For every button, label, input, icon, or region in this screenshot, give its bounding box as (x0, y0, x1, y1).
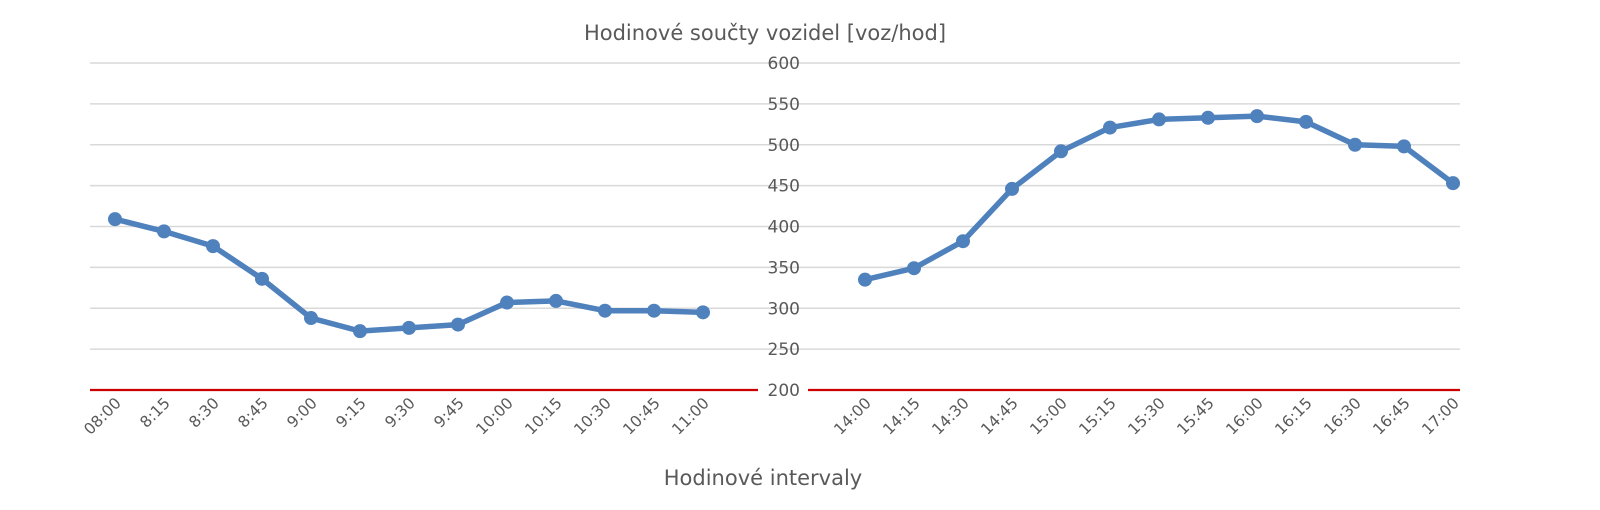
data-point (1054, 144, 1068, 159)
data-point (1250, 109, 1264, 124)
x-tick-label: 10:15 (522, 394, 566, 438)
x-tick-label: 8:30 (185, 394, 222, 431)
data-point (206, 239, 220, 254)
series-line-segment-2 (862, 113, 1456, 283)
x-tick-label: 14:30 (929, 394, 973, 438)
data-point (108, 212, 122, 227)
data-point (1005, 181, 1019, 196)
data-point (1152, 112, 1166, 127)
x-tick-label: 14:15 (880, 394, 924, 438)
data-point (1201, 110, 1215, 125)
y-tick-label: 400 (768, 218, 800, 238)
data-point (157, 224, 171, 239)
data-point (255, 271, 269, 286)
x-tick-label: 10:00 (473, 394, 517, 438)
y-tick-label: 550 (768, 95, 800, 115)
x-tick-label: 9:45 (430, 394, 467, 431)
y-tick-label: 200 (768, 381, 800, 401)
x-tick-label: 9:30 (381, 394, 418, 431)
x-tick-label: 16:30 (1321, 394, 1365, 438)
x-tick-label: 08:00 (81, 394, 125, 438)
x-tick-label: 16:15 (1272, 394, 1316, 438)
x-tick-label: 17:00 (1419, 394, 1463, 438)
x-tick-label: 14:45 (978, 394, 1022, 438)
y-tick-label: 300 (768, 299, 800, 319)
y-tick-label: 600 (768, 54, 800, 74)
x-tick-label: 10:30 (571, 394, 615, 438)
data-point (304, 311, 318, 326)
x-tick-label: 14:00 (831, 394, 875, 438)
y-tick-label: 450 (768, 177, 800, 197)
series-line-segment-1 (112, 216, 706, 334)
series-lines (108, 109, 1460, 339)
y-tick-label: 250 (768, 340, 800, 360)
y-tick-label: 500 (768, 136, 800, 156)
data-point (907, 261, 921, 276)
data-point (956, 234, 970, 249)
chart-title: Hodinové součty vozidel [voz/hod] (584, 21, 946, 45)
data-point (500, 295, 514, 310)
data-point (1446, 176, 1460, 191)
x-tick-label: 16:45 (1370, 394, 1414, 438)
data-point (858, 272, 872, 287)
y-axis-tick-labels: 200 250 300 350 400 450 500 550 600 (768, 54, 800, 401)
data-point (1103, 120, 1117, 135)
data-point (402, 320, 416, 335)
x-tick-label: 15:00 (1027, 394, 1071, 438)
gridlines (90, 62, 1460, 350)
data-point (1299, 114, 1313, 129)
x-tick-label: 10:45 (620, 394, 664, 438)
y-tick-label: 350 (768, 258, 800, 278)
x-tick-label: 15:45 (1174, 394, 1218, 438)
data-point (647, 303, 661, 318)
x-tick-label: 8:45 (234, 394, 271, 431)
data-point (1348, 137, 1362, 152)
x-tick-label: 11:00 (669, 394, 713, 438)
x-tick-label: 8:15 (136, 394, 173, 431)
data-point (696, 305, 710, 320)
data-point (353, 324, 367, 339)
x-tick-label: 16:00 (1223, 394, 1267, 438)
x-axis-title: Hodinové intervaly (664, 466, 862, 490)
x-tick-label: 9:15 (332, 394, 369, 431)
x-tick-label: 15:30 (1125, 394, 1169, 438)
data-point (451, 317, 465, 332)
data-point (598, 303, 612, 318)
data-point (549, 293, 563, 308)
data-point (1397, 139, 1411, 154)
x-tick-label: 15:15 (1076, 394, 1120, 438)
x-tick-label: 9:00 (283, 394, 320, 431)
